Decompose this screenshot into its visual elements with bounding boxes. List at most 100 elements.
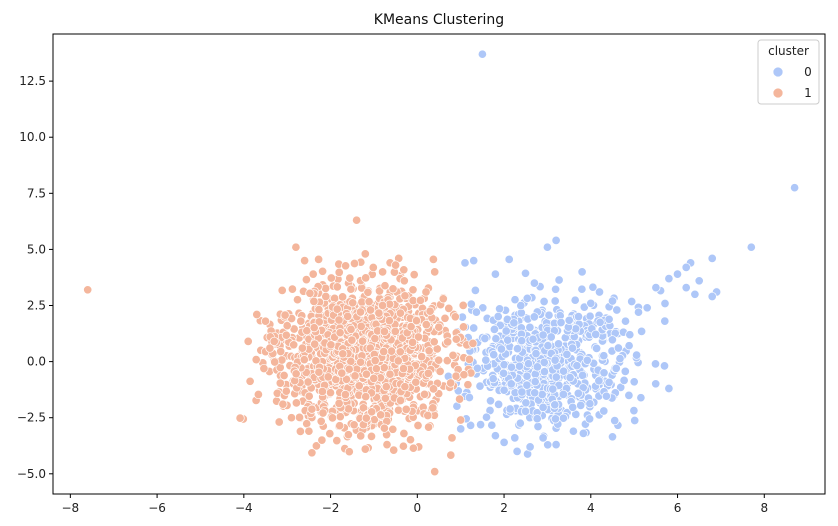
scatter-point-cluster-0 (542, 242, 552, 252)
scatter-point-cluster-1 (361, 369, 371, 379)
scatter-point-cluster-0 (582, 355, 592, 365)
scatter-point-cluster-0 (629, 377, 639, 387)
scatter-point-cluster-1 (408, 285, 418, 295)
scatter-point-cluster-1 (343, 404, 354, 414)
scatter-point-cluster-1 (423, 410, 433, 421)
scatter-point-cluster-0 (567, 343, 578, 353)
scatter-point-cluster-0 (528, 334, 538, 344)
scatter-point-cluster-1 (334, 315, 344, 325)
scatter-point-cluster-0 (591, 329, 601, 339)
scatter-point-cluster-1 (391, 260, 401, 270)
scatter-point-cluster-1 (275, 378, 285, 388)
scatter-point-cluster-1 (345, 273, 355, 283)
scatter-point-cluster-0 (568, 426, 578, 436)
scatter-point-cluster-0 (477, 49, 487, 59)
scatter-point-cluster-1 (297, 343, 307, 353)
scatter-point-cluster-1 (448, 350, 458, 360)
scatter-point-cluster-1 (278, 399, 288, 409)
legend: cluster 01 (757, 39, 820, 105)
scatter-point-cluster-1 (398, 441, 408, 451)
scatter-point-cluster-0 (613, 343, 623, 353)
scatter-point-cluster-1 (326, 273, 336, 283)
scatter-point-cluster-0 (681, 283, 691, 293)
scatter-point-cluster-1 (365, 343, 375, 353)
legend-box (757, 39, 820, 105)
scatter-point-cluster-0 (746, 242, 756, 252)
scatter-point-cluster-1 (468, 338, 478, 348)
scatter-point-cluster-1 (370, 334, 380, 344)
scatter-point-cluster-1 (277, 285, 287, 295)
scatter-point-cluster-1 (348, 298, 358, 308)
scatter-point-cluster-1 (434, 355, 444, 365)
scatter-point-cluster-1 (379, 423, 389, 433)
scatter-point-cluster-1 (310, 339, 320, 349)
y-tick-label: 2.5 (27, 299, 46, 313)
scatter-point-cluster-0 (577, 267, 587, 277)
scatter-point-cluster-0 (636, 393, 646, 403)
scatter-point-cluster-1 (335, 421, 345, 431)
scatter-point-cluster-1 (458, 300, 468, 310)
scatter-point-cluster-1 (302, 419, 312, 429)
scatter-point-cluster-0 (469, 256, 479, 266)
scatter-point-cluster-1 (371, 364, 381, 374)
scatter-point-cluster-1 (317, 386, 327, 397)
scatter-point-cluster-0 (551, 372, 561, 382)
scatter-point-cluster-0 (487, 420, 497, 430)
scatter-point-cluster-0 (607, 335, 617, 345)
scatter-point-cluster-0 (471, 307, 481, 317)
scatter-point-cluster-0 (478, 303, 488, 313)
scatter-point-cluster-1 (296, 316, 306, 326)
scatter-point-cluster-0 (517, 387, 527, 397)
scatter-point-cluster-0 (592, 343, 602, 353)
legend-marker (772, 87, 784, 99)
scatter-point-cluster-0 (476, 420, 486, 430)
scatter-point-cluster-0 (525, 322, 535, 332)
scatter-point-cluster-1 (280, 310, 290, 320)
scatter-point-cluster-1 (386, 346, 397, 356)
scatter-point-cluster-0 (523, 359, 534, 369)
scatter-point-cluster-1 (294, 412, 305, 422)
scatter-point-cluster-0 (522, 380, 532, 390)
scatter-point-cluster-0 (529, 278, 539, 288)
scatter-point-cluster-1 (274, 417, 284, 427)
scatter-point-cluster-0 (607, 296, 618, 306)
scatter-point-cluster-1 (458, 322, 469, 332)
x-tick-label: −8 (61, 501, 79, 515)
scatter-point-cluster-0 (633, 307, 644, 317)
scatter-point-cluster-1 (374, 286, 385, 296)
scatter-point-cluster-1 (338, 292, 348, 302)
scatter-point-cluster-1 (400, 291, 410, 301)
scatter-point-cluster-0 (551, 284, 561, 294)
scatter-point-cluster-1 (360, 249, 370, 259)
plot-frame (52, 33, 826, 495)
scatter-point-cluster-1 (361, 273, 371, 283)
scatter-point-cluster-0 (538, 330, 548, 340)
scatter-point-cluster-0 (521, 398, 531, 408)
scatter-point-cluster-1 (446, 378, 456, 388)
x-tick-label: −4 (235, 501, 253, 515)
scatter-point-cluster-0 (564, 315, 574, 325)
scatter-point-cluster-1 (363, 287, 373, 297)
legend-label: 1 (804, 86, 812, 100)
scatter-point-cluster-0 (504, 254, 514, 264)
scatter-point-cluster-1 (428, 384, 439, 394)
scatter-point-cluster-1 (343, 430, 353, 440)
scatter-point-cluster-0 (530, 377, 540, 387)
scatter-point-cluster-1 (399, 265, 409, 275)
legend-title: cluster (768, 44, 809, 58)
scatter-point-cluster-0 (573, 312, 584, 322)
scatter-point-cluster-0 (481, 355, 491, 365)
scatter-point-cluster-0 (624, 390, 634, 400)
scatter-point-cluster-1 (379, 347, 389, 357)
scatter-point-cluster-0 (539, 357, 549, 367)
scatter-point-cluster-1 (281, 386, 291, 396)
scatter-point-cluster-0 (601, 391, 611, 401)
scatter-point-cluster-1 (325, 388, 336, 398)
scatter-point-cluster-0 (604, 314, 614, 324)
scatter-point-cluster-1 (367, 407, 377, 417)
scatter-point-cluster-0 (595, 317, 605, 327)
scatter-point-cluster-1 (405, 435, 416, 445)
scatter-point-cluster-0 (531, 349, 541, 359)
scatter-point-cluster-1 (344, 447, 354, 457)
